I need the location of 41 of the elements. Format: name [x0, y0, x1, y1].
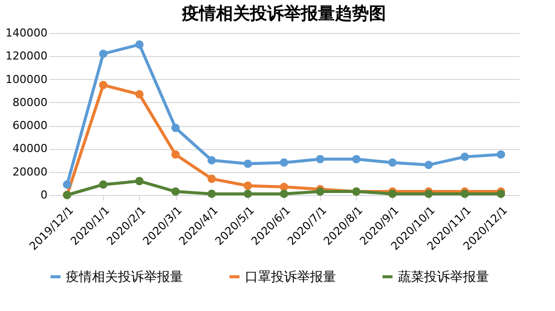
point: [244, 182, 252, 190]
point: [388, 190, 397, 198]
point: [135, 40, 144, 49]
point: [352, 154, 360, 164]
point: [316, 187, 324, 196]
point: [496, 190, 506, 198]
point: [244, 160, 252, 168]
y-tick-label: 140000: [6, 26, 48, 40]
point: [62, 180, 72, 189]
point: [280, 190, 288, 198]
point: [496, 150, 506, 159]
point: [135, 90, 144, 99]
legend-label: 口罩投诉举报量: [245, 270, 336, 285]
point: [424, 160, 433, 170]
point: [171, 124, 180, 132]
y-tick-label: 40000: [12, 142, 48, 156]
legend-label: 疫情相关投诉举报量: [66, 270, 183, 285]
y-tick-label: 60000: [12, 119, 48, 132]
point: [99, 180, 108, 189]
point: [208, 174, 216, 183]
point: [171, 187, 180, 196]
point: [135, 176, 144, 186]
y-tick-label: 20000: [12, 165, 48, 178]
point: [171, 150, 180, 159]
point: [316, 154, 324, 164]
point: [244, 190, 252, 198]
point: [208, 190, 216, 198]
point: [99, 50, 108, 58]
point: [388, 158, 397, 167]
y-tick-label: 80000: [12, 96, 48, 109]
point: [208, 156, 216, 164]
point: [424, 190, 433, 198]
point: [460, 190, 469, 198]
legend-label: 蔬菜投诉举报量: [398, 270, 489, 285]
point: [460, 152, 469, 161]
y-tick-label: 120000: [6, 50, 48, 63]
y-tick-label: 100000: [6, 72, 48, 86]
point: [280, 158, 288, 167]
y-tick-label: 0: [40, 188, 48, 202]
point: [99, 80, 108, 90]
chart-title: 疫情相关投诉举报量趋势图: [181, 4, 386, 24]
